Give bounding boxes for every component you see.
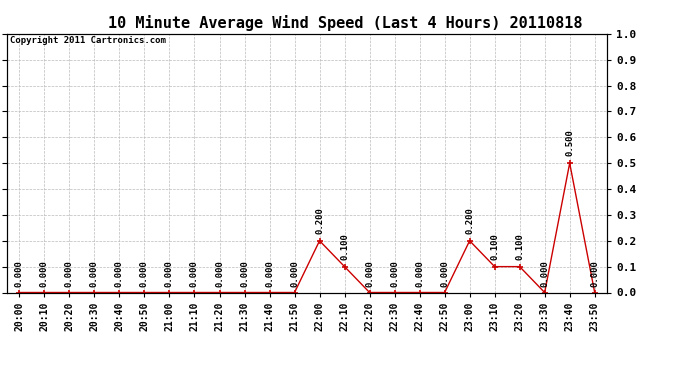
Text: 0.000: 0.000 <box>390 260 399 287</box>
Text: 0.000: 0.000 <box>415 260 424 287</box>
Text: 0.000: 0.000 <box>240 260 249 287</box>
Text: Copyright 2011 Cartronics.com: Copyright 2011 Cartronics.com <box>10 36 166 45</box>
Text: 0.000: 0.000 <box>290 260 299 287</box>
Text: 0.000: 0.000 <box>265 260 274 287</box>
Text: 0.000: 0.000 <box>40 260 49 287</box>
Text: 0.000: 0.000 <box>190 260 199 287</box>
Text: 0.100: 0.100 <box>515 233 524 260</box>
Text: 0.500: 0.500 <box>565 129 574 156</box>
Text: 0.000: 0.000 <box>215 260 224 287</box>
Text: 0.000: 0.000 <box>440 260 449 287</box>
Text: 0.000: 0.000 <box>365 260 374 287</box>
Text: 0.000: 0.000 <box>15 260 24 287</box>
Text: 0.200: 0.200 <box>315 207 324 234</box>
Text: 0.000: 0.000 <box>590 260 599 287</box>
Text: 0.000: 0.000 <box>115 260 124 287</box>
Text: 0.000: 0.000 <box>165 260 174 287</box>
Text: 0.000: 0.000 <box>140 260 149 287</box>
Text: 0.000: 0.000 <box>90 260 99 287</box>
Text: 0.000: 0.000 <box>540 260 549 287</box>
Text: 0.200: 0.200 <box>465 207 474 234</box>
Text: 0.000: 0.000 <box>65 260 74 287</box>
Text: 10 Minute Average Wind Speed (Last 4 Hours) 20110818: 10 Minute Average Wind Speed (Last 4 Hou… <box>108 15 582 31</box>
Text: 0.100: 0.100 <box>490 233 499 260</box>
Text: 0.100: 0.100 <box>340 233 349 260</box>
